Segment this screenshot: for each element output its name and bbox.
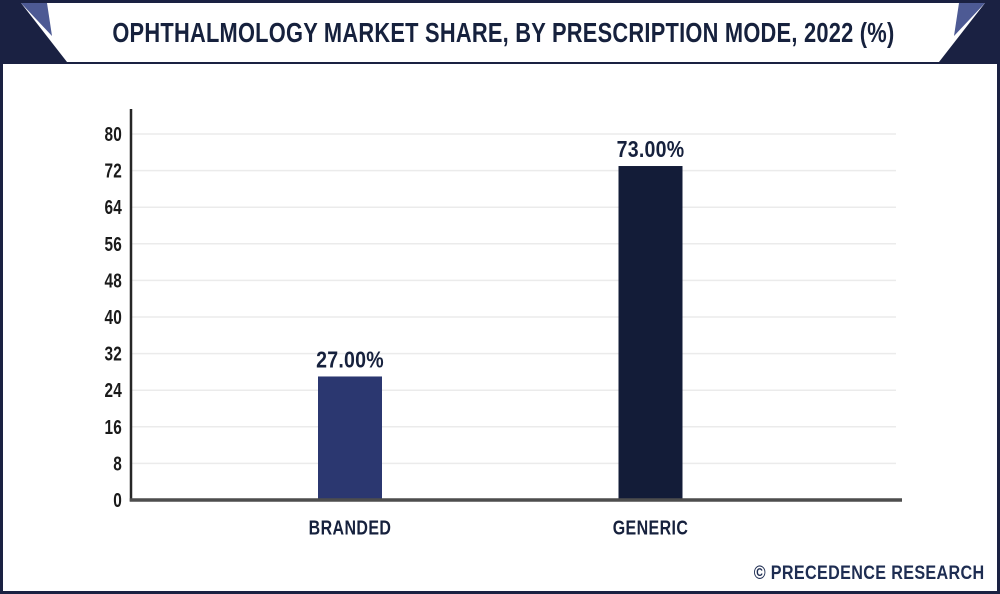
- value-label-generic: 73.00%: [617, 137, 685, 163]
- y-tick-label-24: 24: [104, 379, 122, 402]
- y-tick-label-0: 0: [113, 489, 122, 512]
- bar-branded: [318, 376, 382, 500]
- x-category-label-branded: BRANDED: [309, 516, 392, 539]
- y-tick-label-80: 80: [104, 123, 122, 146]
- y-tick-label-16: 16: [104, 416, 122, 439]
- watermark: © PRECEDENCE RESEARCH: [754, 563, 985, 584]
- y-tick-label-72: 72: [104, 159, 122, 182]
- title-banner: OPHTHALMOLOGY MARKET SHARE, BY PRESCRIPT…: [3, 3, 997, 64]
- y-tick-label-48: 48: [104, 269, 122, 292]
- chart-title: OPHTHALMOLOGY MARKET SHARE, BY PRESCRIPT…: [112, 17, 895, 48]
- y-tick-label-8: 8: [113, 452, 122, 475]
- value-label-branded: 27.00%: [316, 347, 384, 373]
- banner-corner-right-dark: [939, 3, 997, 62]
- x-category-label-generic: GENERIC: [613, 516, 689, 539]
- banner-decoration: [3, 3, 997, 62]
- y-tick-label-32: 32: [104, 342, 122, 365]
- banner-corner-right-light: [954, 3, 985, 36]
- y-tick-label-56: 56: [104, 233, 122, 256]
- y-tick-label-64: 64: [104, 196, 122, 219]
- bar-generic: [618, 166, 683, 500]
- banner-corner-left-dark: [3, 3, 67, 62]
- y-tick-label-40: 40: [104, 306, 122, 329]
- bar-chart: 0 8 16 24 32 40 48 56 64 72 80 27.00% BRANDED 73.00% G…: [104, 109, 902, 539]
- banner-corner-left-light: [21, 3, 52, 36]
